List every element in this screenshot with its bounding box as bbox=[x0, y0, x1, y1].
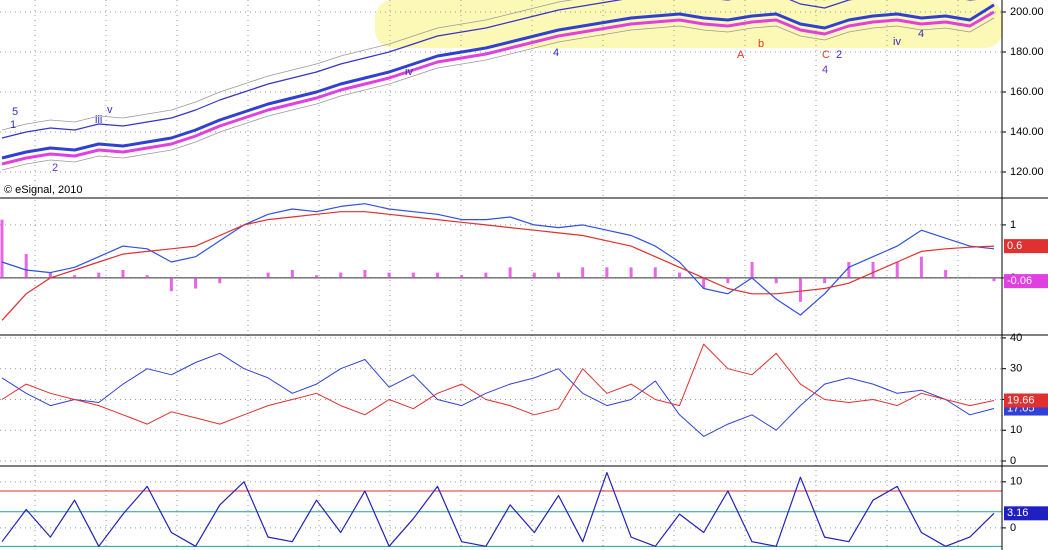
last-value-label: 0.6 bbox=[1007, 240, 1022, 252]
series-line bbox=[1, 343, 995, 425]
histogram-bar bbox=[194, 277, 198, 289]
histogram-bar bbox=[169, 277, 173, 292]
series-line bbox=[1, 0, 978, 139]
histogram-bar bbox=[871, 262, 875, 278]
last-value-box bbox=[1004, 506, 1048, 521]
histogram-bar bbox=[0, 219, 4, 278]
y-tick-label: 200.00 bbox=[1010, 6, 1044, 18]
histogram-bar bbox=[726, 277, 730, 284]
histogram-bar bbox=[847, 262, 851, 278]
series-line bbox=[1, 203, 995, 316]
histogram-bar bbox=[315, 275, 319, 278]
annotation: 4 bbox=[822, 64, 828, 76]
histogram-bar bbox=[460, 275, 464, 278]
histogram-bar bbox=[629, 267, 633, 278]
last-value-label: 19.66 bbox=[1007, 394, 1035, 406]
y-tick-label: 120.00 bbox=[1010, 166, 1044, 178]
histogram-bar bbox=[581, 267, 585, 278]
histogram-bar bbox=[387, 272, 391, 278]
histogram-bar bbox=[532, 272, 536, 278]
histogram-bar bbox=[774, 277, 778, 284]
series-line bbox=[1, 10, 995, 166]
histogram-bar bbox=[508, 267, 512, 278]
histogram-bar bbox=[992, 277, 996, 282]
annotation: 5 bbox=[12, 106, 18, 118]
series-line bbox=[1, 0, 826, 131]
y-tick-label: 0 bbox=[1010, 455, 1016, 467]
highlight-zone bbox=[375, 0, 1003, 48]
last-value-box bbox=[1004, 274, 1048, 289]
histogram-bar bbox=[968, 276, 972, 278]
histogram-bar bbox=[218, 277, 222, 284]
y-tick-label: 10 bbox=[1010, 476, 1022, 488]
histogram-bar bbox=[702, 277, 706, 289]
last-value-label: 3.16 bbox=[1007, 507, 1028, 519]
annotation: b bbox=[758, 38, 764, 50]
annotation: © eSignal, 2010 bbox=[4, 184, 82, 196]
histogram-bar bbox=[677, 272, 681, 278]
annotation: 1 bbox=[10, 119, 16, 131]
histogram-bar bbox=[266, 272, 270, 278]
histogram-bar bbox=[290, 269, 294, 278]
y-tick-label: 30 bbox=[1010, 363, 1022, 375]
annotation: iii bbox=[95, 114, 102, 126]
histogram-bar bbox=[823, 277, 827, 284]
histogram-bar bbox=[605, 267, 609, 278]
histogram-bar bbox=[145, 275, 149, 278]
series-line bbox=[1, 3, 995, 160]
histogram-bar bbox=[339, 272, 343, 278]
histogram-bar bbox=[944, 269, 948, 278]
y-tick-label: 140.00 bbox=[1010, 126, 1044, 138]
last-value-box bbox=[1004, 239, 1048, 254]
series-line bbox=[1, 352, 995, 437]
annotation: C bbox=[822, 49, 830, 61]
y-tick-label: 180.00 bbox=[1010, 46, 1044, 58]
annotation: 4 bbox=[553, 47, 559, 59]
y-tick-label: 160.00 bbox=[1010, 86, 1044, 98]
histogram-bar bbox=[73, 275, 77, 278]
histogram-bar bbox=[411, 272, 415, 278]
series-line bbox=[1, 17, 995, 171]
y-tick-label: 0 bbox=[1010, 522, 1016, 534]
histogram-bar bbox=[484, 272, 488, 278]
annotation: 2 bbox=[52, 162, 58, 174]
annotation: 4 bbox=[918, 28, 924, 40]
histogram-bar bbox=[363, 269, 367, 278]
histogram-bar bbox=[121, 269, 125, 278]
annotation: iv bbox=[893, 36, 901, 48]
histogram-bar bbox=[48, 272, 52, 278]
histogram-bar bbox=[97, 272, 101, 278]
annotation: 2 bbox=[836, 49, 842, 61]
histogram-bar bbox=[24, 254, 28, 278]
last-value-box bbox=[1004, 393, 1048, 408]
histogram-bar bbox=[653, 267, 657, 278]
annotation: v bbox=[107, 104, 113, 116]
histogram-bar bbox=[798, 277, 802, 302]
annotation: iv bbox=[405, 66, 413, 78]
histogram-bar bbox=[895, 262, 899, 278]
histogram-bar bbox=[556, 272, 560, 278]
last-value-label: -0.06 bbox=[1007, 275, 1032, 287]
y-tick-label: 40 bbox=[1010, 332, 1022, 344]
y-tick-label: 1 bbox=[1010, 219, 1016, 231]
histogram-bar bbox=[750, 262, 754, 278]
y-tick-label: 10 bbox=[1010, 424, 1022, 436]
histogram-bar bbox=[919, 256, 923, 278]
series-line bbox=[1, 472, 995, 547]
series-line bbox=[1, 211, 995, 321]
histogram-bar bbox=[436, 272, 440, 278]
annotation: A bbox=[737, 49, 745, 61]
